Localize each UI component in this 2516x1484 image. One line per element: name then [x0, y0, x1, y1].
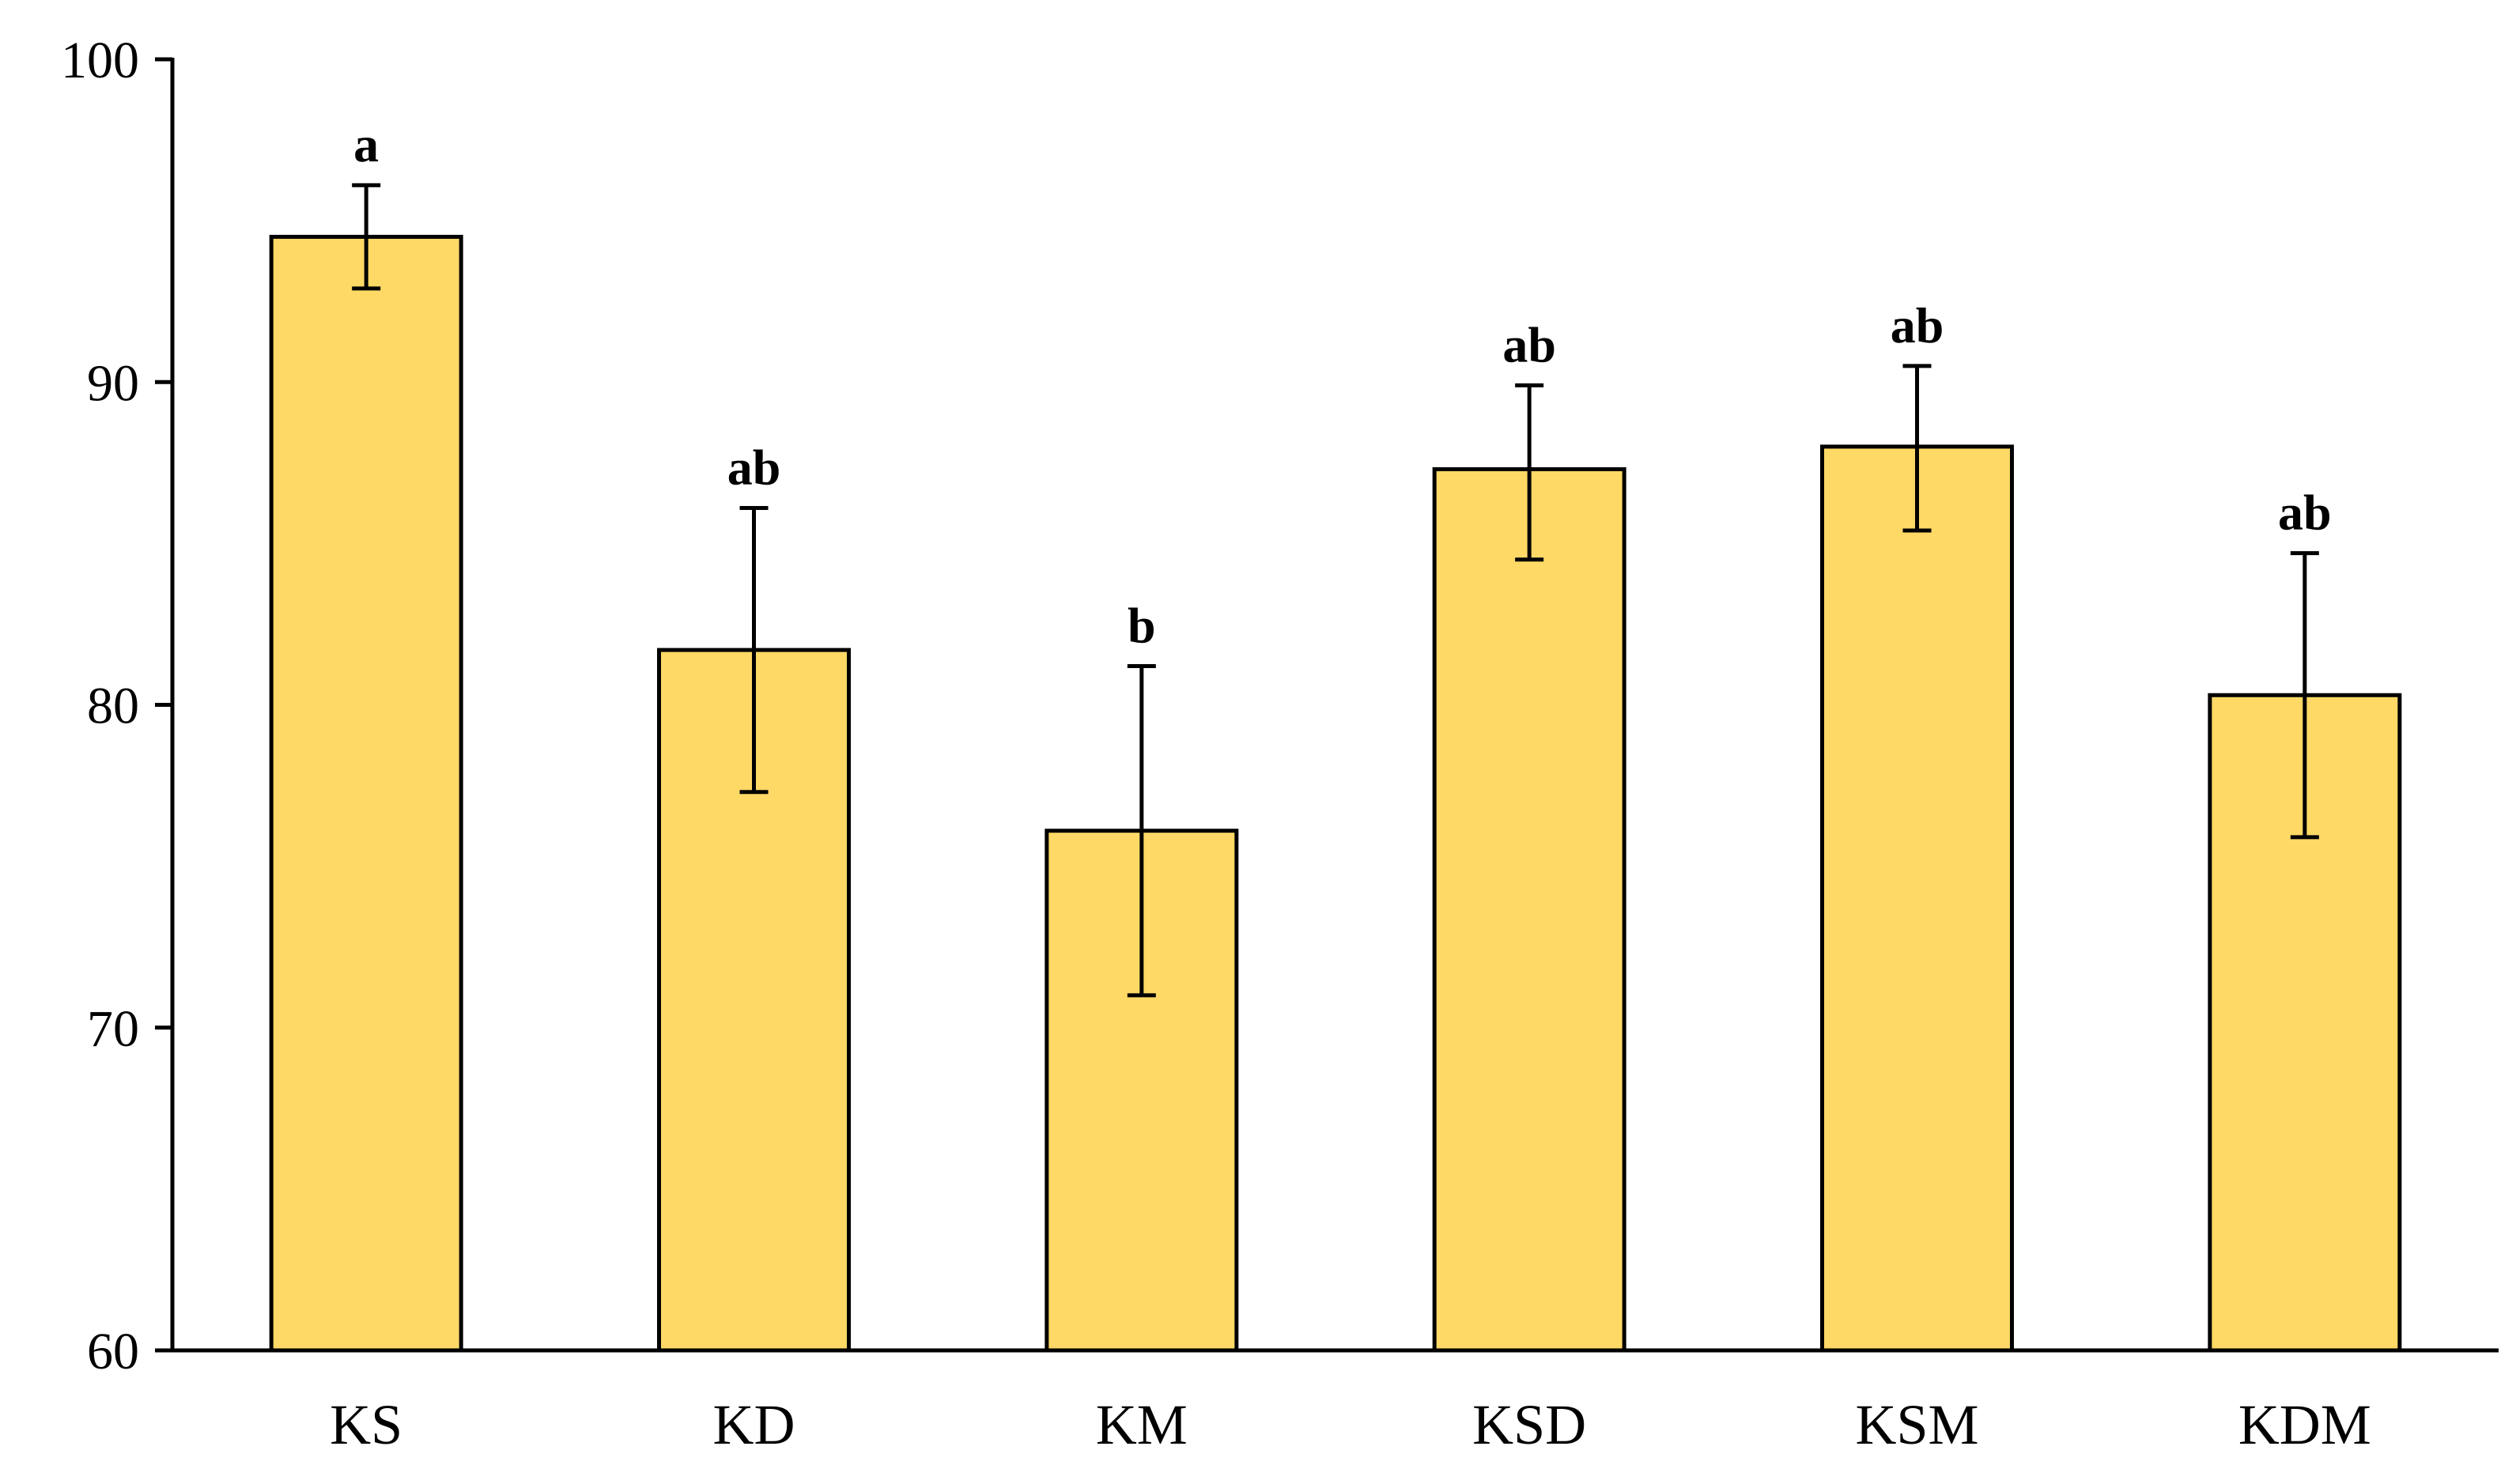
x-label-ksm: KSM	[1855, 1393, 1978, 1456]
significance-label-ks: a	[353, 116, 379, 172]
x-label-ksd: KSD	[1472, 1393, 1586, 1456]
bars-layer	[269, 235, 2402, 1353]
y-tick-label-80: 80	[87, 678, 139, 735]
bar-ksd	[1432, 466, 1626, 1353]
significance-labels-layer: a ab b ab ab ab	[353, 116, 2331, 653]
x-label-ks: KS	[330, 1393, 402, 1456]
y-tick-label-90: 90	[87, 354, 139, 412]
bar-ks	[269, 235, 463, 1353]
significance-label-kdm: ab	[2278, 485, 2332, 541]
error-bars-layer	[352, 183, 2319, 998]
y-tick-label-70: 70	[87, 1000, 139, 1058]
x-labels-layer: KS KD KM KSD KSM KDM	[330, 1393, 2371, 1456]
x-label-kdm: KDM	[2238, 1393, 2371, 1456]
y-tick-label-60: 60	[87, 1323, 139, 1380]
axes-layer	[170, 58, 2499, 1353]
significance-label-ksm: ab	[1891, 297, 1944, 353]
x-label-kd: KD	[713, 1393, 795, 1456]
y-ticks-layer: 60 70 80 90 100	[61, 32, 172, 1380]
significance-label-kd: ab	[727, 439, 781, 495]
significance-label-km: b	[1128, 598, 1156, 654]
x-label-km: KM	[1096, 1393, 1188, 1456]
bar-ksm	[1820, 444, 2014, 1353]
significance-label-ksd: ab	[1502, 316, 1556, 372]
y-tick-label-100: 100	[61, 32, 139, 89]
